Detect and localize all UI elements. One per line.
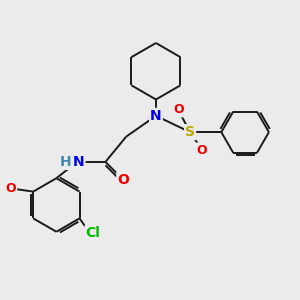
Text: O: O bbox=[117, 173, 129, 187]
Text: O: O bbox=[6, 182, 16, 195]
Text: N: N bbox=[150, 109, 162, 123]
Text: H: H bbox=[60, 155, 72, 169]
Text: O: O bbox=[173, 103, 184, 116]
Text: O: O bbox=[197, 143, 207, 157]
Text: N: N bbox=[73, 155, 85, 169]
Text: Cl: Cl bbox=[85, 226, 100, 240]
Text: S: S bbox=[185, 125, 195, 139]
